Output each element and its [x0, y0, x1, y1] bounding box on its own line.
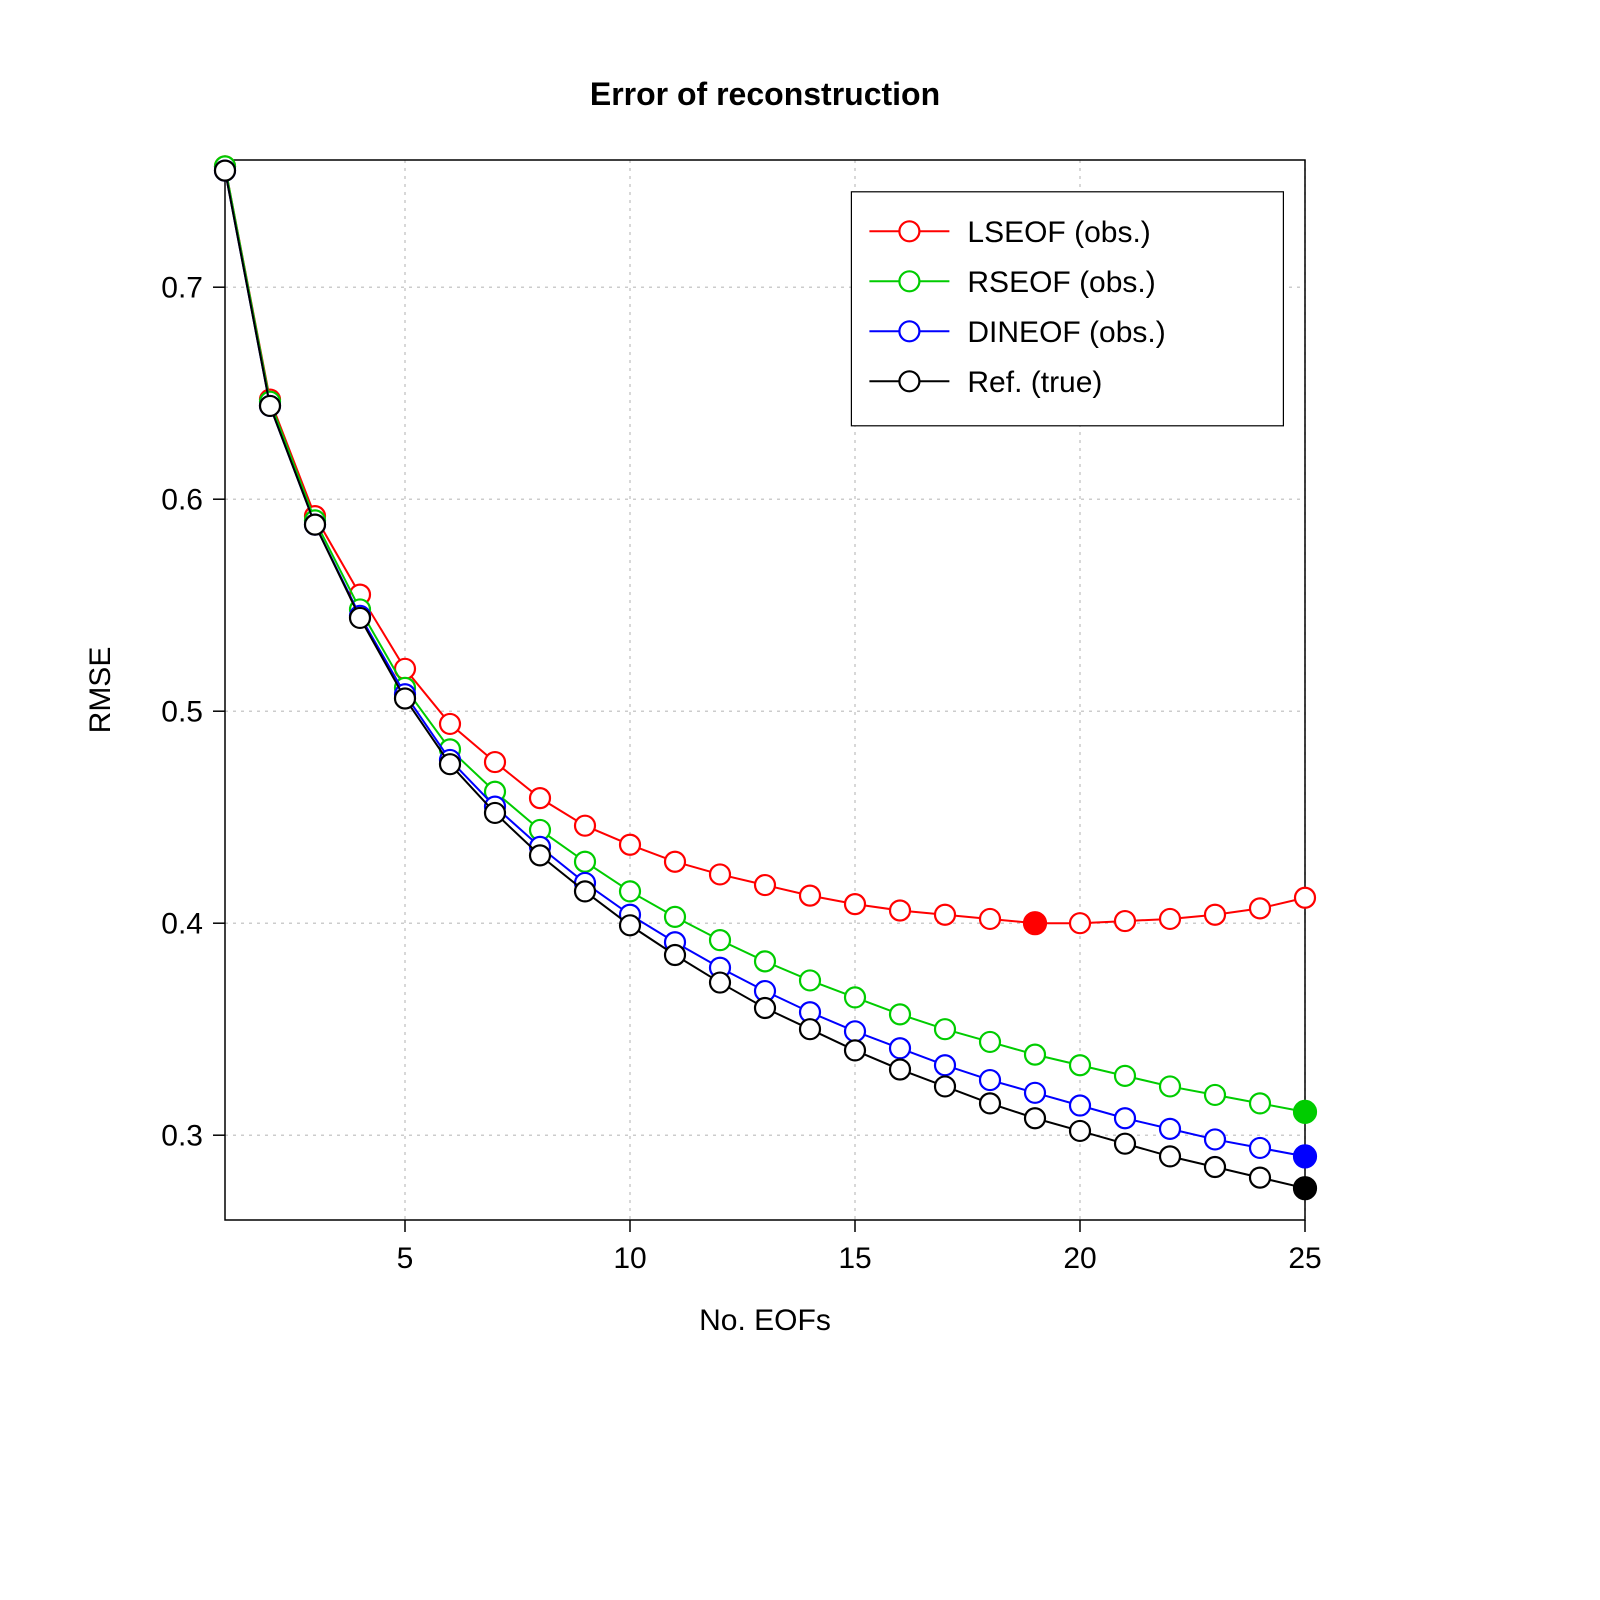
series-marker — [575, 816, 595, 836]
y-tick-label: 0.6 — [161, 484, 203, 517]
series-marker — [935, 1019, 955, 1039]
series-marker — [710, 864, 730, 884]
series-marker — [980, 1032, 1000, 1052]
series-marker — [440, 714, 460, 734]
series-marker — [980, 1070, 1000, 1090]
legend-label: LSEOF (obs.) — [967, 216, 1150, 249]
series-marker — [1160, 909, 1180, 929]
series-marker — [1115, 1066, 1135, 1086]
series-marker — [260, 396, 280, 416]
series-marker — [935, 905, 955, 925]
series-marker — [800, 970, 820, 990]
series-marker — [1294, 1177, 1316, 1199]
series-marker — [890, 1059, 910, 1079]
series-marker — [1250, 1138, 1270, 1158]
series-marker — [1295, 888, 1315, 908]
x-tick-label: 20 — [1063, 1242, 1096, 1275]
x-tick-label: 10 — [613, 1242, 646, 1275]
series-marker — [890, 900, 910, 920]
series-marker — [1250, 1168, 1270, 1188]
series-marker — [1070, 913, 1090, 933]
x-tick-label: 15 — [838, 1242, 871, 1275]
series-marker — [485, 752, 505, 772]
legend-label: RSEOF (obs.) — [967, 266, 1155, 299]
x-axis-label: No. EOFs — [699, 1304, 831, 1337]
chart-container: 5 10 15 20 25 0.3 0.4 0.5 0.6 0.7 Error of reconst… — [0, 0, 1600, 1600]
series-marker — [1205, 1157, 1225, 1177]
series-marker — [755, 951, 775, 971]
series-marker — [1250, 1093, 1270, 1113]
series-marker — [1115, 1108, 1135, 1128]
series-marker — [1115, 1134, 1135, 1154]
series-marker — [1160, 1146, 1180, 1166]
series-marker — [575, 852, 595, 872]
series-marker — [980, 1093, 1000, 1113]
series-marker — [530, 788, 550, 808]
series-marker — [1160, 1119, 1180, 1139]
x-tick-label: 5 — [397, 1242, 414, 1275]
series-marker — [1205, 1129, 1225, 1149]
series-marker — [620, 915, 640, 935]
series-marker — [1205, 905, 1225, 925]
series-marker — [665, 907, 685, 927]
series-marker — [1070, 1055, 1090, 1075]
series-marker — [485, 803, 505, 823]
series-marker — [1294, 1101, 1316, 1123]
series-marker — [890, 1004, 910, 1024]
series-marker — [1025, 1083, 1045, 1103]
series-marker — [890, 1038, 910, 1058]
series-marker — [800, 1019, 820, 1039]
series-marker — [800, 886, 820, 906]
line-chart: 5 10 15 20 25 0.3 0.4 0.5 0.6 0.7 Error of reconst… — [0, 0, 1600, 1600]
series-marker — [1024, 912, 1046, 934]
series-marker — [710, 930, 730, 950]
y-tick-label: 0.4 — [161, 908, 203, 941]
legend-label: Ref. (true) — [967, 366, 1102, 399]
series-marker — [665, 852, 685, 872]
series-marker — [935, 1076, 955, 1096]
series-marker — [1115, 911, 1135, 931]
series-marker — [710, 973, 730, 993]
series-marker — [395, 688, 415, 708]
series-marker — [440, 754, 460, 774]
chart-title: Error of reconstruction — [590, 76, 940, 112]
series-marker — [575, 881, 595, 901]
series-marker — [980, 909, 1000, 929]
series-marker — [620, 835, 640, 855]
series-marker — [845, 1021, 865, 1041]
series-marker — [845, 894, 865, 914]
series-marker — [1025, 1108, 1045, 1128]
series-marker — [1250, 898, 1270, 918]
series-marker — [1205, 1085, 1225, 1105]
legend-label: DINEOF (obs.) — [967, 316, 1165, 349]
series-marker — [215, 161, 235, 181]
y-tick-label: 0.5 — [161, 696, 203, 729]
series-marker — [935, 1055, 955, 1075]
series-marker — [350, 608, 370, 628]
series-marker — [755, 875, 775, 895]
series-marker — [1294, 1145, 1316, 1167]
series-marker — [845, 1040, 865, 1060]
series-marker — [1160, 1076, 1180, 1096]
series-marker — [1070, 1096, 1090, 1116]
series-marker — [1070, 1121, 1090, 1141]
series-marker — [530, 845, 550, 865]
y-tick-label: 0.7 — [161, 272, 203, 305]
y-axis-label: RMSE — [84, 647, 117, 734]
series-marker — [1025, 1045, 1045, 1065]
y-tick-label: 0.3 — [161, 1120, 203, 1153]
series-marker — [845, 987, 865, 1007]
x-tick-label: 25 — [1288, 1242, 1321, 1275]
series-marker — [305, 515, 325, 535]
series-marker — [755, 998, 775, 1018]
series-marker — [620, 881, 640, 901]
series-marker — [665, 945, 685, 965]
